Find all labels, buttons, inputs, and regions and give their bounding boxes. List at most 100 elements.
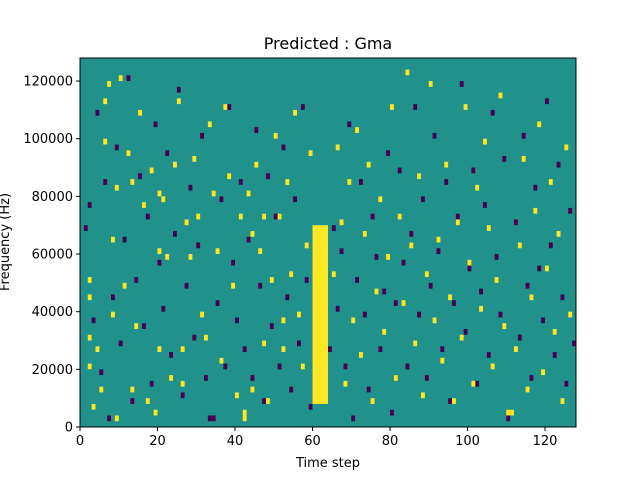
heatmap-cell-low [448, 398, 452, 404]
heatmap-cell-low [417, 311, 421, 318]
x-tick-label: 60 [304, 434, 321, 449]
heatmap-cell-low [223, 363, 228, 370]
heatmap-cell-high [157, 346, 162, 353]
heatmap-cell-low [87, 202, 92, 208]
heatmap-cell-high [452, 398, 456, 404]
heatmap-cell-high [537, 121, 542, 128]
heatmap-cell-high [506, 409, 511, 416]
heatmap-cell-low [525, 282, 530, 289]
heatmap-cell-low [347, 121, 352, 128]
heatmap-cell-low [145, 213, 150, 220]
heatmap-cell-high [308, 150, 313, 157]
heatmap-cell-low [246, 236, 251, 243]
heatmap-cell-high [87, 363, 92, 370]
heatmap-cell-low [432, 132, 437, 139]
heatmap-cell-high [471, 380, 476, 387]
heatmap-cell-low [142, 323, 146, 329]
heatmap-cell-low [506, 415, 511, 422]
heatmap-cell-low [254, 127, 259, 133]
heatmap-cell-low [238, 179, 243, 185]
heatmap-cell-high [339, 219, 344, 226]
heatmap-cell-high [242, 409, 247, 416]
heatmap-cell-high [436, 236, 441, 243]
heatmap-cell-high [231, 282, 235, 289]
heatmap-cell-high [258, 248, 263, 255]
heatmap-cell-low [370, 213, 375, 220]
x-axis: 0 20 40 60 80 100 120 [76, 427, 558, 449]
heatmap-cell-high [397, 213, 402, 220]
heatmap-cell-low [362, 311, 367, 318]
heatmap-cell-low [452, 300, 456, 306]
heatmap-cell-high [432, 317, 437, 324]
heatmap-cell-low [300, 104, 305, 110]
heatmap-cell-high [366, 161, 371, 168]
heatmap-cell-low [572, 340, 576, 347]
heatmap-cell-high [91, 403, 96, 410]
heatmap-cell-high [556, 230, 561, 237]
heatmap-cell-high [374, 288, 379, 295]
chart-title: Predicted : Gma [264, 34, 392, 53]
heatmap-cell-high [134, 323, 139, 329]
heatmap-cell-low [517, 334, 522, 341]
heatmap-cell-high [529, 294, 534, 301]
heatmap-cell-high [560, 398, 565, 404]
heatmap-cell-low [537, 265, 542, 272]
heatmap-cell-high [300, 363, 305, 370]
heatmap-cell-high [359, 352, 363, 358]
heatmap-cell-high [331, 271, 336, 278]
heatmap-cell-high [180, 346, 185, 353]
heatmap-cell-low [502, 156, 507, 162]
heatmap-cell-low [498, 311, 503, 318]
heatmap-cell-low [258, 282, 263, 289]
heatmap-cell-high [176, 98, 181, 105]
x-tick-label: 20 [149, 434, 166, 449]
heatmap-cell-low [107, 415, 111, 422]
heatmap-cell-low [335, 305, 340, 312]
heatmap-cell-high [207, 121, 212, 128]
heatmap-cell-high [192, 156, 197, 162]
heatmap-cell-high [417, 173, 421, 180]
x-tick-label: 80 [382, 434, 399, 449]
heatmap-cell-high [277, 213, 282, 220]
heatmap-cell-low [560, 294, 565, 301]
heatmap-cell-low [180, 392, 185, 399]
heatmap-cell-low [467, 265, 472, 272]
heatmap-cell-high [490, 363, 495, 370]
heatmap-cell-low [227, 104, 232, 110]
y-tick-label: 100000 [23, 132, 73, 147]
heatmap-cell-low [405, 363, 410, 370]
heatmap-cell-high [421, 392, 425, 399]
heatmap-cell-low [552, 352, 557, 358]
heatmap-cell-high [463, 104, 468, 110]
heatmap-cell-low [161, 305, 166, 312]
heatmap-cell-low [304, 277, 309, 283]
heatmap-cell-high [103, 138, 108, 145]
heatmap-cell-low [99, 369, 104, 376]
heatmap-cell-low [343, 363, 348, 370]
heatmap-cell-low [262, 398, 266, 404]
heatmap-cell-high [246, 190, 251, 197]
heatmap-cell-high [502, 323, 507, 329]
heatmap-cell-high [204, 334, 208, 341]
heatmap-cell-high [347, 179, 352, 185]
x-tick-label: 0 [76, 434, 84, 449]
heatmap-cell-low [463, 328, 468, 335]
heatmap-cell-high [343, 380, 348, 387]
heatmap-cell-high [169, 375, 173, 381]
y-axis: 0 20000 40000 60000 80000 100000 120000 [23, 75, 80, 436]
heatmap-cell-high [219, 357, 224, 364]
heatmap-cell-low [471, 167, 476, 174]
heatmap-cell-low [192, 334, 197, 341]
heatmap-cell-high [161, 196, 166, 203]
heatmap-cell-high [378, 196, 383, 203]
heatmap-cell-high [157, 248, 162, 255]
heatmap-cell-low [351, 415, 356, 422]
heatmap-cell-high [215, 248, 220, 255]
heatmap-cell-high [568, 311, 573, 318]
x-tick-label: 120 [533, 434, 558, 449]
heatmap-cell-high [211, 190, 216, 197]
heatmap-cell-low [219, 196, 224, 203]
heatmap-cell-high [227, 173, 232, 180]
heatmap-cell-high [533, 207, 538, 214]
